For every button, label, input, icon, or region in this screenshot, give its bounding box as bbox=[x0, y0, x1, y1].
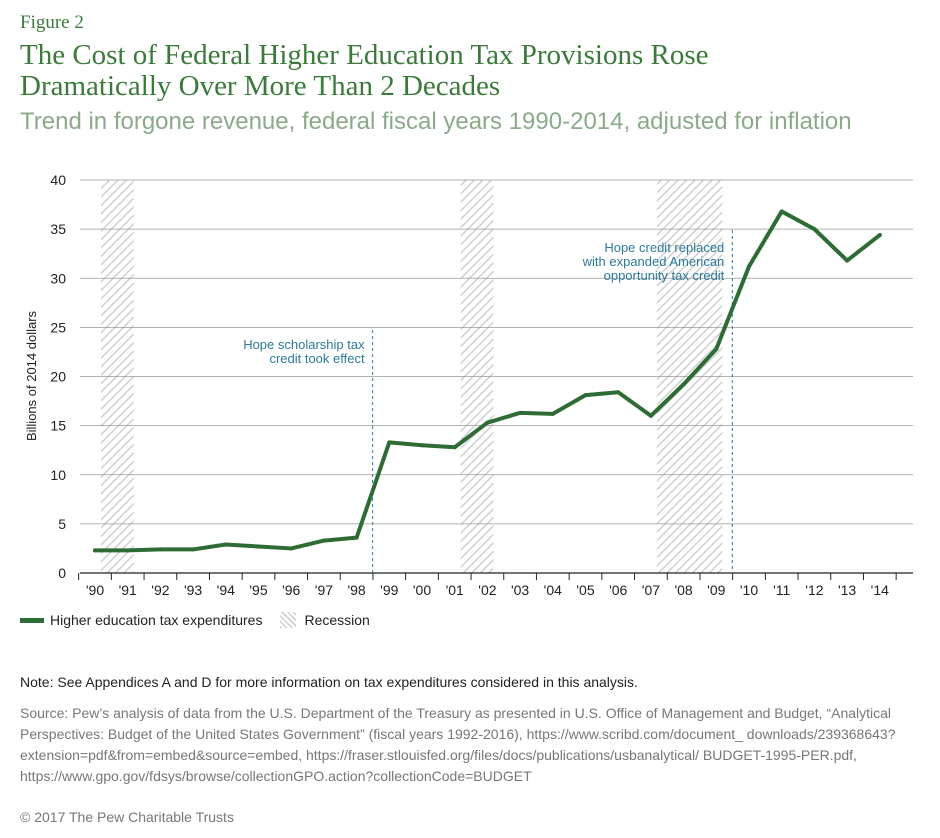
x-tick-label: '01 bbox=[446, 582, 464, 598]
source-text: Source: Pew’s analysis of data from the … bbox=[20, 705, 896, 784]
chart-title: The Cost of Federal Higher Education Tax… bbox=[20, 40, 920, 102]
x-tick-label: '11 bbox=[773, 582, 790, 598]
data-point bbox=[191, 547, 196, 552]
x-tick-label: '95 bbox=[249, 582, 267, 598]
data-point bbox=[93, 548, 97, 553]
data-point bbox=[321, 538, 326, 543]
data-point bbox=[747, 264, 751, 269]
data-point bbox=[125, 548, 130, 553]
x-tick-label: '99 bbox=[380, 582, 398, 598]
x-tick-label: '98 bbox=[347, 582, 365, 598]
y-tick-label: 15 bbox=[50, 418, 66, 434]
x-tick-label: '08 bbox=[674, 582, 692, 598]
x-tick-label: '13 bbox=[838, 582, 856, 598]
annotation-text: Hope scholarship tax bbox=[243, 337, 365, 352]
x-tick-label: '04 bbox=[544, 582, 562, 598]
x-tick-label: '10 bbox=[740, 582, 758, 598]
data-point bbox=[256, 544, 261, 549]
x-tick-label: '00 bbox=[413, 582, 431, 598]
chart-subtitle: Trend in forgone revenue, federal fiscal… bbox=[20, 108, 852, 135]
legend-recession-label: Recession bbox=[304, 612, 370, 628]
annotation-text: opportunity tax credit bbox=[604, 268, 725, 283]
x-tick-label: '97 bbox=[315, 582, 333, 598]
data-point bbox=[681, 382, 686, 387]
x-tick-label: '96 bbox=[282, 582, 300, 598]
y-axis-label: Billions of 2014 dollars bbox=[24, 310, 39, 441]
x-tick-label: '91 bbox=[119, 582, 137, 598]
chart-title-line-2: Dramatically Over More Than 2 Decades bbox=[20, 70, 501, 102]
x-tick-label: '05 bbox=[576, 582, 594, 598]
data-point bbox=[354, 535, 359, 540]
copyright: © 2017 The Pew Charitable Trusts bbox=[20, 809, 234, 825]
y-tick-label: 35 bbox=[50, 221, 66, 237]
annotation-text: Hope credit replaced bbox=[604, 240, 724, 255]
data-point bbox=[387, 440, 392, 445]
y-tick-label: 25 bbox=[50, 319, 66, 335]
x-tick-label: '14 bbox=[871, 582, 889, 598]
gridlines bbox=[80, 179, 913, 574]
data-point bbox=[845, 258, 850, 263]
y-tick-label: 40 bbox=[50, 172, 66, 188]
data-point bbox=[550, 411, 555, 416]
data-point bbox=[420, 443, 424, 448]
y-tick-label: 5 bbox=[58, 516, 66, 532]
x-tick-label: '93 bbox=[184, 582, 202, 598]
annotation-text: credit took effect bbox=[269, 351, 365, 366]
x-tick-label: '12 bbox=[805, 582, 823, 598]
footnote: Note: See Appendices A and D for more in… bbox=[20, 674, 638, 690]
x-tick-label: '09 bbox=[707, 582, 725, 598]
data-point bbox=[812, 227, 817, 232]
data-point bbox=[485, 420, 490, 425]
annotation-text: with expanded American bbox=[582, 254, 725, 269]
data-point bbox=[223, 542, 228, 547]
data-point bbox=[158, 547, 163, 552]
x-tick-label: '06 bbox=[609, 582, 627, 598]
data-point bbox=[877, 233, 882, 238]
legend-recession-swatch bbox=[280, 612, 297, 628]
data-point bbox=[779, 209, 784, 214]
data-point bbox=[583, 393, 588, 398]
y-tick-label: 20 bbox=[50, 369, 66, 385]
y-tick-label: 0 bbox=[58, 565, 66, 581]
y-tick-label: 30 bbox=[50, 270, 66, 286]
x-tick-label: '92 bbox=[151, 582, 169, 598]
data-point bbox=[289, 546, 294, 551]
axes: 0 5 10 15 20 25 30 35 40 '90 '91 '92 '93 '94 '95 '96 '97… bbox=[50, 172, 897, 598]
data-point bbox=[452, 445, 457, 450]
data-point bbox=[648, 413, 653, 418]
figure-label: Figure 2 bbox=[20, 12, 84, 33]
x-tick-label: '90 bbox=[86, 582, 104, 598]
chart-title-line-1: The Cost of Federal Higher Education Tax… bbox=[20, 39, 709, 71]
legend-series-label: Higher education tax expenditures bbox=[50, 612, 263, 628]
y-tick-label: 10 bbox=[50, 467, 66, 483]
x-tick-label: '03 bbox=[511, 582, 529, 598]
x-tick-label: '07 bbox=[642, 582, 660, 598]
data-point bbox=[518, 410, 523, 415]
data-point bbox=[714, 346, 719, 351]
series-layer bbox=[93, 209, 882, 553]
x-tick-label: '02 bbox=[478, 582, 496, 598]
x-tick-label: '94 bbox=[217, 582, 235, 598]
data-point bbox=[616, 390, 621, 395]
legend: Higher education tax expenditures Recess… bbox=[20, 612, 370, 628]
legend-series-swatch bbox=[20, 617, 44, 623]
